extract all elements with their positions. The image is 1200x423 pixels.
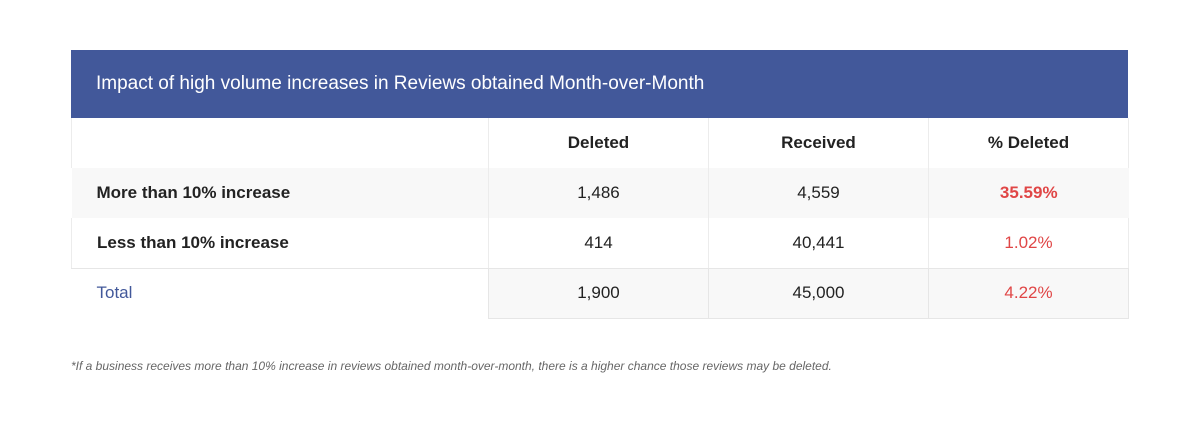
table-header-row: Deleted Received % Deleted	[71, 118, 1129, 168]
table-row: More than 10% increase 1,486 4,559 35.59…	[71, 168, 1129, 218]
total-deleted-cell: 1,900	[488, 268, 709, 319]
pct-deleted-cell: 1.02%	[928, 218, 1129, 269]
pct-deleted-cell: 35.59%	[928, 168, 1129, 218]
total-label: Total	[71, 268, 489, 318]
table-row: Less than 10% increase 414 40,441 1.02%	[71, 218, 1129, 269]
header-cell-pct-deleted: % Deleted	[928, 118, 1129, 168]
data-table: Deleted Received % Deleted More than 10%…	[71, 118, 1129, 319]
header-cell-deleted: Deleted	[488, 118, 709, 168]
received-cell: 4,559	[708, 168, 929, 218]
total-row: Total 1,900 45,000 4.22%	[71, 268, 1129, 319]
total-received-cell: 45,000	[708, 268, 929, 319]
footnote: *If a business receives more than 10% in…	[71, 359, 832, 373]
received-cell: 40,441	[708, 218, 929, 269]
total-pct-deleted-cell: 4.22%	[928, 268, 1129, 319]
header-cell-label	[71, 118, 489, 168]
table-title: Impact of high volume increases in Revie…	[71, 50, 1128, 118]
row-label: Less than 10% increase	[71, 218, 489, 269]
deleted-cell: 1,486	[488, 168, 709, 218]
row-label: More than 10% increase	[71, 168, 489, 218]
deleted-cell: 414	[488, 218, 709, 269]
data-table-card: Impact of high volume increases in Revie…	[71, 50, 1129, 319]
header-cell-received: Received	[708, 118, 929, 168]
